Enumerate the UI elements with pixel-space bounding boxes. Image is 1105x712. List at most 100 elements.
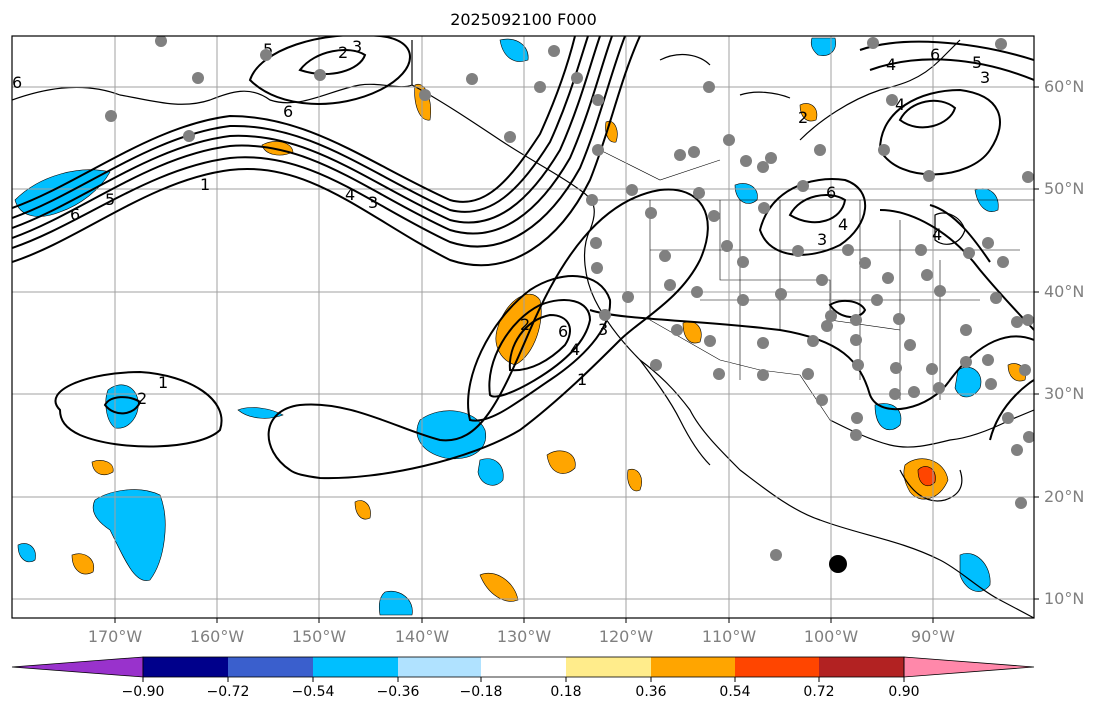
blue-patch <box>105 384 139 429</box>
colorbar-tick-label: −0.36 <box>376 684 420 700</box>
contour-label: 4 <box>886 55 896 74</box>
contour-label: 3 <box>352 37 362 56</box>
lat-label: 10°N <box>1044 589 1085 608</box>
hudson-region <box>799 39 961 141</box>
colorbar-tick-label: −0.90 <box>121 684 165 700</box>
contour-label: 6 <box>826 183 836 202</box>
yucatan <box>899 469 963 502</box>
contour-label: 4 <box>345 185 355 204</box>
contour-label: 4 <box>838 215 848 234</box>
lon-label: 120°W <box>598 627 654 646</box>
blue-patch <box>954 366 982 398</box>
blue-patch <box>17 543 36 563</box>
contour-label: 3 <box>980 68 990 87</box>
contour-label: 1 <box>200 175 210 194</box>
red-patch <box>917 466 936 486</box>
contour-lines <box>12 36 1034 480</box>
map-title: 2025092100 F000 <box>450 10 597 29</box>
colorbar-segment <box>228 657 313 677</box>
colorbar-segment <box>143 657 228 677</box>
colorbar-tick-label: 0.36 <box>635 684 667 700</box>
lat-label: 60°N <box>1044 77 1085 96</box>
lat-ticks <box>1034 86 1039 600</box>
orange-patch <box>71 553 95 575</box>
colorbar-tick-label: −0.54 <box>291 684 335 700</box>
colorbar-segment <box>735 657 819 677</box>
contour-label: 2 <box>137 389 147 408</box>
contour-label: 2 <box>798 108 808 127</box>
contour-label: 3 <box>598 320 608 339</box>
contour-label: 3 <box>817 230 827 249</box>
orange-patch <box>354 500 371 520</box>
lat-label: 30°N <box>1044 384 1085 403</box>
arctic-island <box>739 91 791 99</box>
contour-label: 5 <box>972 53 982 72</box>
graticule <box>12 36 1034 618</box>
colorbar-segment <box>11 656 144 678</box>
blue-patch <box>378 590 413 616</box>
contour-labels: 1 4 3 6 5 2 6 4 3 1 1 2 2 3 5 6 6 4 3 4 … <box>12 37 990 408</box>
lon-label: 140°W <box>394 627 450 646</box>
lat-label: 50°N <box>1044 179 1085 198</box>
contour-label: 1 <box>577 370 587 389</box>
orange-patch <box>627 468 642 492</box>
contour-label: 4 <box>570 340 580 359</box>
colorbar-tick-label: 0.18 <box>550 684 582 700</box>
orange-patch <box>479 573 519 602</box>
orange-patch <box>799 103 818 122</box>
lon-label: 170°W <box>87 627 143 646</box>
highlight-station-marker <box>829 555 847 573</box>
blue-patch <box>499 38 529 62</box>
orange-patch <box>682 321 702 344</box>
colorbar-segment <box>566 657 651 677</box>
colorbar <box>11 656 1035 682</box>
blue-patch <box>959 553 991 592</box>
lat-label: 40°N <box>1044 282 1085 301</box>
colorbar-tick-label: 0.72 <box>803 684 835 700</box>
colorbar-segment <box>481 657 566 677</box>
contour-label: 6 <box>12 73 22 92</box>
contour-label: 4 <box>932 225 942 244</box>
lon-ticks <box>114 618 934 623</box>
colorbar-tick-label: −0.72 <box>206 684 250 700</box>
colorbar-segment <box>398 657 481 677</box>
station-markers <box>105 36 1034 561</box>
colorbar-tick-label: −0.18 <box>459 684 503 700</box>
lon-label: 130°W <box>496 627 552 646</box>
contour-label: 6 <box>70 205 80 224</box>
arctic-island <box>659 53 711 66</box>
lon-label: 160°W <box>189 627 245 646</box>
lon-label: 150°W <box>291 627 347 646</box>
colorbar-tick-label: 0.54 <box>719 684 751 700</box>
alaska-coast <box>12 40 413 105</box>
lon-label: 100°W <box>803 627 859 646</box>
contour-label: 2 <box>520 315 530 334</box>
lon-label: 110°W <box>701 627 757 646</box>
lon-label: 90°W <box>910 627 956 646</box>
orange-patch <box>546 450 576 474</box>
contour-label: 6 <box>930 45 940 64</box>
colorbar-segment <box>651 657 735 677</box>
blue-patch <box>237 407 284 419</box>
contour-label: 3 <box>368 193 378 212</box>
colorbar-segment <box>819 657 904 677</box>
blue-patch <box>92 489 166 581</box>
colorbar-segment <box>313 657 398 677</box>
contour-label: 2 <box>338 43 348 62</box>
contour-label: 6 <box>283 102 293 121</box>
baja-california <box>639 359 711 466</box>
contour-label: 1 <box>158 373 168 392</box>
orange-patch <box>91 460 114 475</box>
colorbar-segment <box>903 656 1035 678</box>
anomaly-shading <box>14 37 1026 616</box>
blue-patch <box>810 37 836 56</box>
contour-label: 6 <box>558 322 568 341</box>
blue-patch <box>734 183 758 204</box>
contour-label: 4 <box>895 95 905 114</box>
lat-label: 20°N <box>1044 487 1085 506</box>
contour-label: 5 <box>105 190 115 209</box>
colorbar-tick-label: 0.90 <box>888 684 920 700</box>
map-frame <box>11 35 1035 619</box>
blue-patch <box>477 458 504 486</box>
